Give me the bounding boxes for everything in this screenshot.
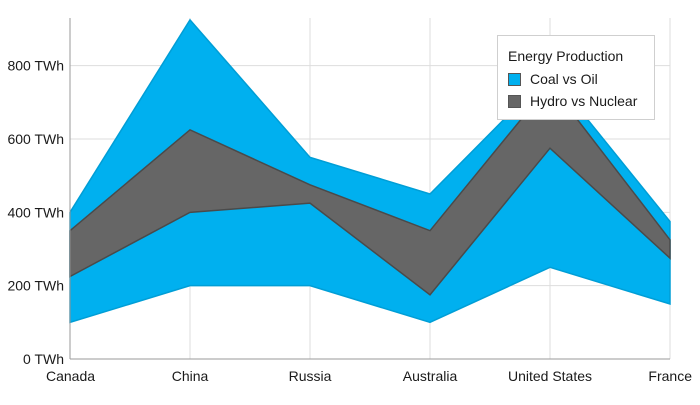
legend: Energy Production Coal vs Oil Hydro vs N…	[497, 35, 655, 120]
y-tick-label: 200 TWh	[7, 278, 64, 294]
legend-item-hydro-vs-nuclear: Hydro vs Nuclear	[508, 90, 654, 112]
y-tick-label: 600 TWh	[7, 131, 64, 147]
y-tick-label: 800 TWh	[7, 58, 64, 74]
legend-label: Hydro vs Nuclear	[530, 93, 638, 109]
y-tick-label: 400 TWh	[7, 204, 64, 220]
legend-swatch	[508, 72, 521, 86]
series-area-hydro-vs-nuclear	[69, 82, 671, 296]
legend-label: Coal vs Oil	[530, 71, 598, 87]
legend-title: Energy Production	[508, 48, 624, 64]
x-tick-label: Russia	[289, 368, 332, 384]
y-tick-label: 0 TWh	[23, 351, 64, 367]
legend-swatch	[508, 94, 521, 108]
x-tick-label: France	[648, 368, 692, 384]
x-tick-label: China	[172, 368, 209, 384]
x-tick-label: Australia	[403, 368, 458, 384]
x-tick-label: Canada	[46, 368, 95, 384]
series-area-coal-vs-oil	[69, 18, 671, 324]
legend-item-coal-vs-oil: Coal vs Oil	[508, 68, 654, 90]
x-tick-label: United States	[508, 368, 592, 384]
